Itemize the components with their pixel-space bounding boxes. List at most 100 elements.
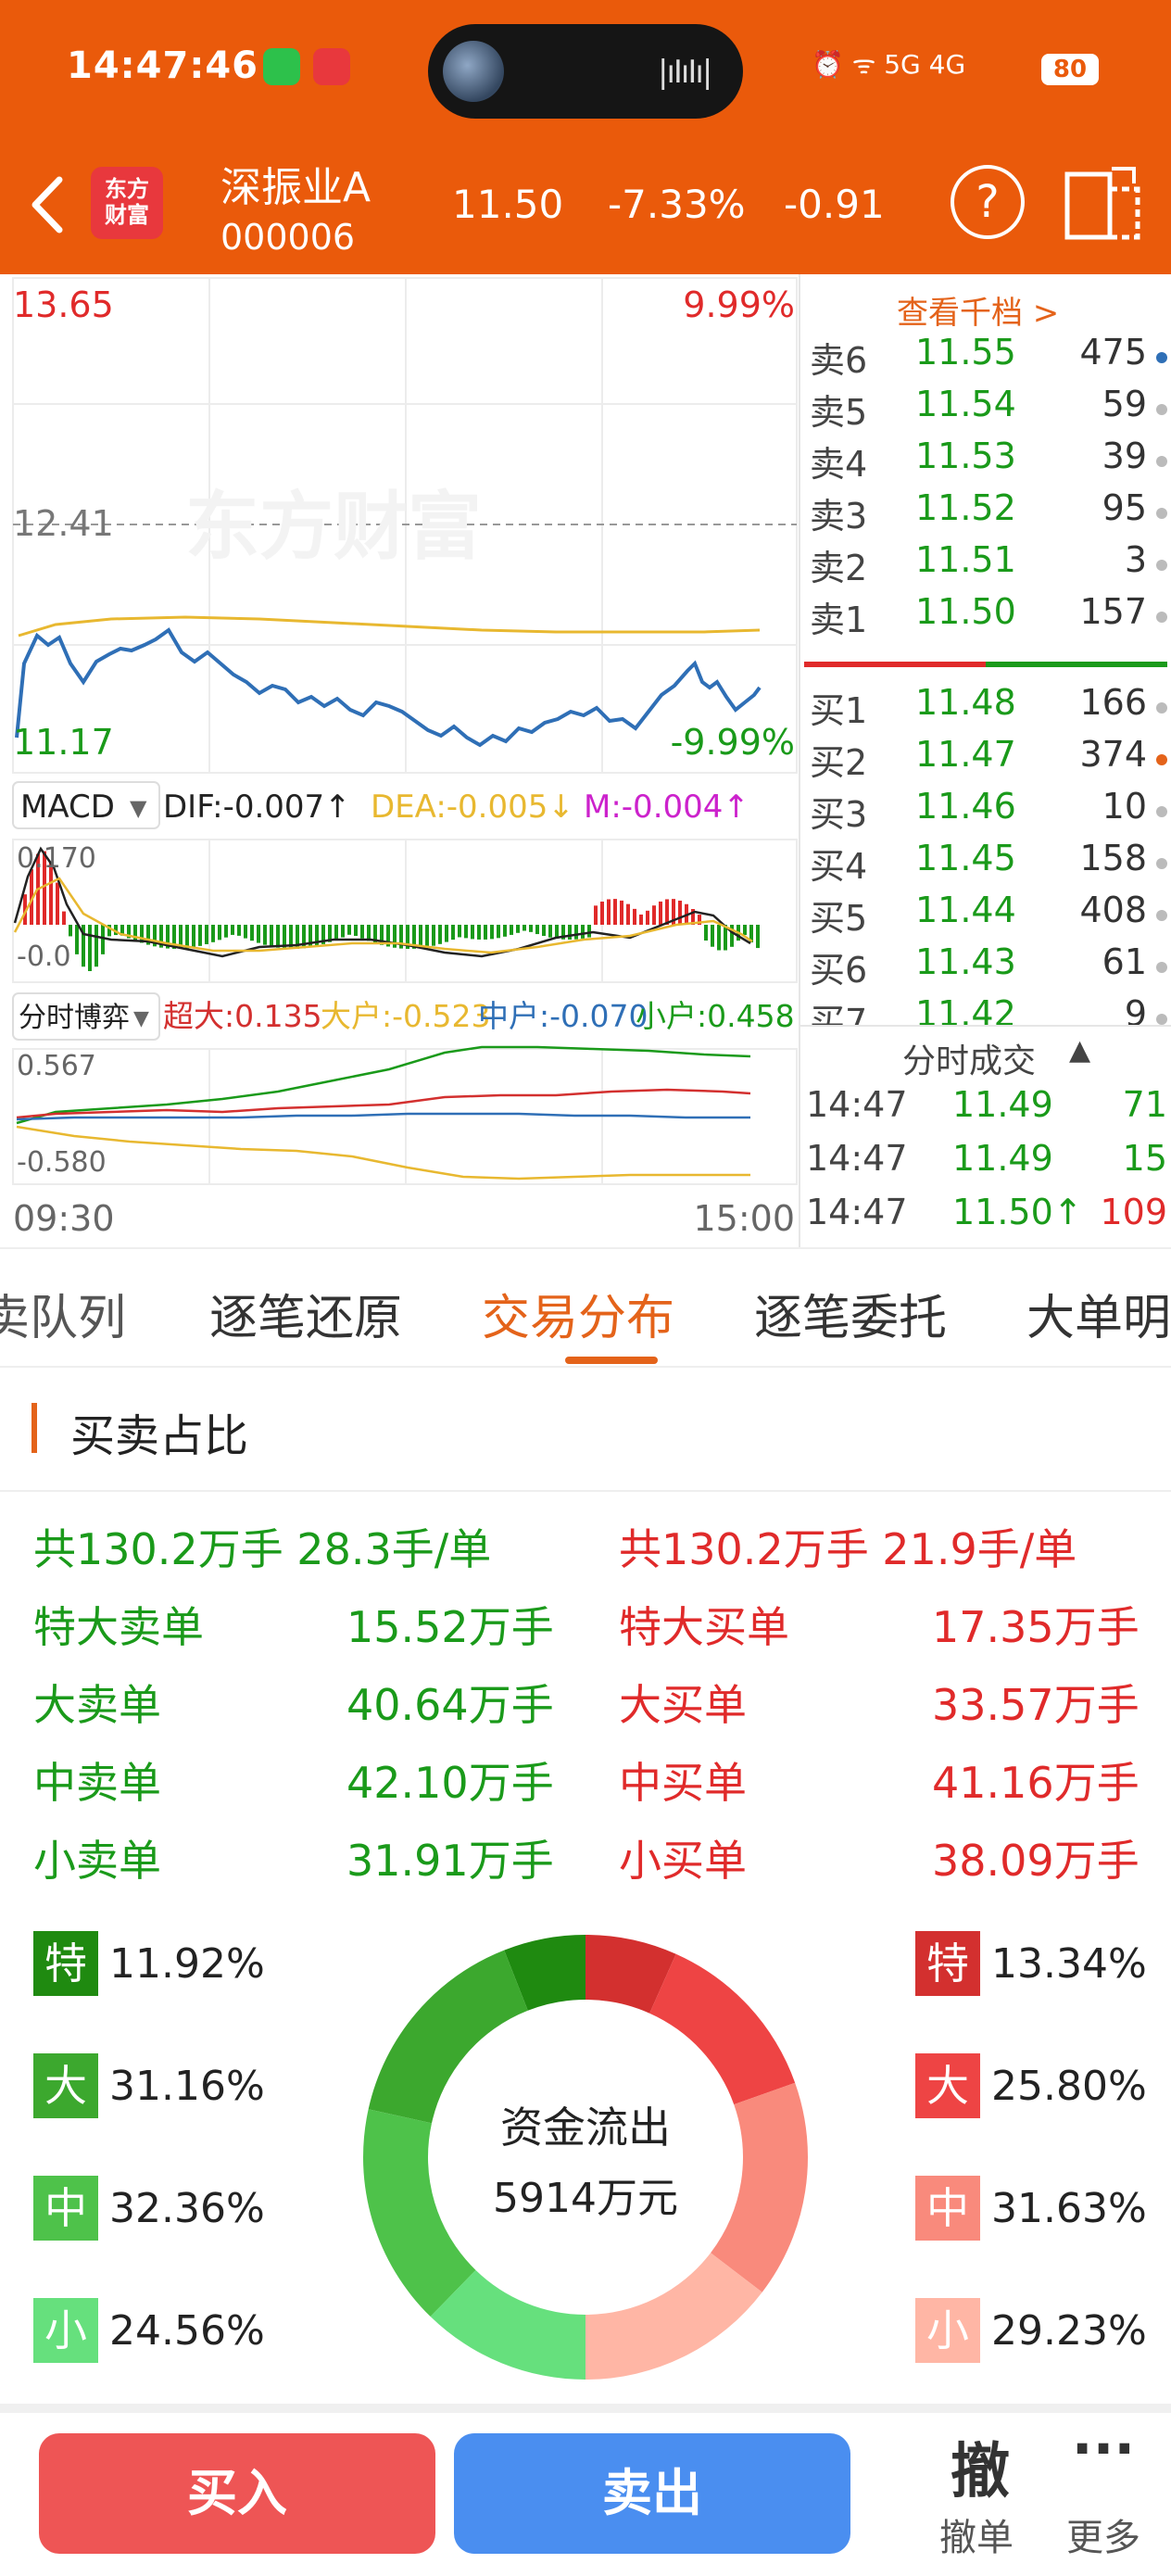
ask-row[interactable]: 卖4 11.53 39 (800, 436, 1171, 487)
sell-row-label: 特大卖单 (33, 1602, 204, 1652)
macd-bar (412, 925, 416, 949)
macd-bar (399, 925, 403, 949)
stock-name[interactable]: 深振业A (220, 164, 371, 211)
help-button[interactable]: ? (951, 165, 1025, 239)
tab-trade-distribution[interactable]: 交易分布 (482, 1291, 675, 1346)
split-screen-icon[interactable] (1064, 165, 1141, 241)
bid-label: 买4 (810, 846, 868, 887)
chevron-left-icon[interactable] (24, 172, 70, 237)
tick-trades[interactable]: 分时成交 ▲ 14:47 11.49 71 14:47 11.49 15 14:47 11.5… (799, 1025, 1171, 1247)
flow-large: 大户:-0.523 (321, 998, 491, 1034)
macd-bar (244, 925, 247, 939)
macd-bar (503, 925, 507, 937)
price-high-label: 13.65 (13, 284, 114, 325)
macd-bar (393, 925, 397, 948)
app-logo: 东方 财富 (91, 167, 163, 239)
macd-bar (581, 925, 585, 939)
sell-legend-tag: 小 (33, 2298, 98, 2363)
sell-row-label: 小卖单 (33, 1836, 161, 1886)
donut-segments (363, 1935, 808, 2380)
macd-bar (704, 925, 708, 941)
buy-donut-segment (649, 1953, 796, 2105)
cancel-order-label[interactable]: 撤单 (939, 2517, 1014, 2559)
sell-donut-segment (504, 1935, 586, 2011)
macd-selector-label: MACD (20, 789, 115, 826)
macd-bar (678, 900, 682, 925)
buy-donut-segment (586, 2253, 762, 2380)
bid-dot-icon (1156, 754, 1167, 765)
macd-bar (458, 925, 461, 938)
current-price: 11.50 (452, 182, 564, 227)
macd-dif-line (13, 846, 751, 958)
bid-row[interactable]: 买4 11.45 158 (800, 838, 1171, 890)
ask-dot-icon (1156, 612, 1167, 623)
sell-button[interactable]: 卖出 (454, 2433, 850, 2554)
macd-bar (315, 925, 319, 946)
bid-row[interactable]: 买6 11.43 61 (800, 941, 1171, 993)
macd-bar (231, 925, 234, 935)
macd-bar (224, 925, 228, 938)
macd-bar (347, 925, 351, 935)
macd-bar (561, 925, 565, 940)
flow-selector[interactable] (12, 992, 160, 1041)
bid-row[interactable]: 买3 11.46 10 (800, 786, 1171, 838)
more-icon[interactable]: ··· (1071, 2417, 1136, 2481)
sell-row-value: 42.10万手 (346, 1758, 554, 1808)
sell-total: 共130.2万手 28.3手/单 (33, 1524, 492, 1574)
macd-bar (296, 925, 299, 949)
macd-bar (594, 905, 598, 925)
macd-bar (302, 925, 306, 949)
macd-bar (289, 925, 293, 949)
macd-selector[interactable] (12, 781, 160, 829)
sell-legend-pct: 11.92% (109, 1940, 265, 1988)
reference-price-label: 12.41 (13, 503, 114, 544)
macd-bar (140, 925, 144, 943)
bid-dot-icon (1156, 910, 1167, 921)
bid-row[interactable]: 买7 11.42 9 (800, 993, 1171, 1025)
time-end-label: 15:00 (693, 1198, 795, 1239)
sell-row-label: 大卖单 (33, 1680, 161, 1730)
macd-low-label: -0.0 (17, 941, 71, 973)
ask-row[interactable]: 卖6 11.55 475 (800, 332, 1171, 384)
buy-donut-segment (586, 1935, 676, 2014)
ask-row[interactable]: 卖5 11.54 59 (800, 384, 1171, 436)
ask-volume: 95 (1102, 487, 1147, 528)
ask-row[interactable]: 卖2 11.51 3 (800, 539, 1171, 591)
ask-price: 11.55 (915, 332, 1016, 373)
macd-bar (328, 925, 332, 942)
buy-legend-pct: 29.23% (991, 2307, 1147, 2355)
tick-expand-icon[interactable]: ▲ (1069, 1034, 1091, 1067)
macd-bar (484, 925, 487, 940)
tab-large-orders[interactable]: 大单明 (1026, 1291, 1171, 1346)
view-full-depth-link[interactable]: 查看千档 > (897, 295, 1060, 332)
intraday-chart[interactable]: 东方财富 13.65 9.99% 12.41 11.17 -9.99% MACD… (0, 274, 799, 1247)
bid-row[interactable]: 买1 11.48 166 (800, 682, 1171, 734)
bid-row[interactable]: 买2 11.47 374 (800, 734, 1171, 786)
more-label[interactable]: 更多 (1066, 2517, 1140, 2559)
ask-label: 卖4 (810, 444, 868, 485)
bottom-separator (0, 2404, 1171, 2413)
buy-button[interactable]: 买入 (39, 2433, 435, 2554)
ask-dot-icon (1156, 508, 1167, 519)
tick-title: 分时成交 (902, 1042, 1037, 1080)
ask-row[interactable]: 卖3 11.52 95 (800, 487, 1171, 539)
flow-donut-chart (363, 1935, 808, 2380)
tick-row: 14:47 11.50↑ 109 (800, 1192, 1171, 1244)
tab-trade-replay[interactable]: 逐笔还原 (209, 1291, 403, 1346)
ask-dot-icon (1156, 352, 1167, 363)
sell-legend-tag: 特 (33, 1931, 98, 1996)
tab-sell-queue[interactable]: 卖队列 (0, 1291, 127, 1346)
time-start-label: 09:30 (13, 1198, 115, 1239)
macd-bar (406, 925, 409, 949)
cancel-order-icon[interactable]: 撤 (951, 2438, 1010, 2507)
battery-icon: 80 (1041, 54, 1099, 85)
macd-bar (659, 901, 662, 925)
ask-row[interactable]: 卖1 11.50 157 (800, 591, 1171, 643)
bid-row[interactable]: 买5 11.44 408 (800, 890, 1171, 941)
macd-bar (665, 899, 669, 925)
flow-small: 小户:0.458 (636, 998, 795, 1034)
macd-bar (756, 925, 760, 949)
logo-text-bottom: 财富 (105, 202, 149, 228)
macd-dif: DIF:-0.007↑ (163, 789, 351, 826)
tab-order-detail[interactable]: 逐笔委托 (754, 1291, 948, 1346)
